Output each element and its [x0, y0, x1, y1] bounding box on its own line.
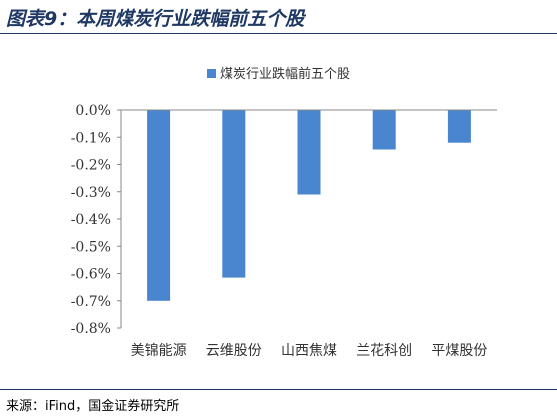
bar-3	[297, 110, 321, 195]
y-tick-label: 0.0%	[75, 103, 111, 119]
source-note: 来源：iFind，国金证券研究所	[6, 399, 180, 414]
y-tick-label: -0.5%	[71, 239, 111, 255]
y-tick-label: -0.3%	[71, 185, 111, 201]
bars	[147, 110, 471, 301]
bar-5	[447, 110, 471, 143]
legend-label: 煤炭行业跌幅前五个股	[220, 66, 350, 82]
bar-chart: 煤炭行业跌幅前五个股 0.0% -0.1% -0.2% -0.3% -0.4% -0.5%…	[71, 66, 497, 359]
bar-4	[372, 110, 396, 150]
y-tick-label: -0.8%	[71, 321, 111, 337]
x-tick-label: 云维股份	[206, 343, 262, 359]
x-tick-label: 平煤股份	[431, 343, 487, 359]
footer-divider	[0, 389, 557, 390]
y-tick-label: -0.6%	[71, 267, 111, 283]
y-tick-label: -0.4%	[71, 212, 111, 228]
legend-swatch	[207, 69, 216, 78]
y-tick-label: -0.7%	[71, 294, 111, 310]
bar-2	[222, 110, 246, 278]
x-tick-label: 山西焦煤	[281, 343, 337, 359]
y-tick-label: -0.2%	[71, 158, 111, 174]
chart-legend: 煤炭行业跌幅前五个股	[207, 66, 350, 82]
x-tick-label: 美锦能源	[131, 342, 187, 359]
title-divider	[0, 33, 557, 34]
bar-1	[147, 110, 171, 301]
y-tick-label: -0.1%	[71, 130, 111, 146]
x-tick-label: 兰花科创	[356, 343, 412, 359]
x-axis: 美锦能源 云维股份 山西焦煤 兰花科创 平煤股份	[121, 109, 497, 359]
figure-title: 图表9：本周煤炭行业跌幅前五个股	[6, 8, 305, 30]
y-axis: 0.0% -0.1% -0.2% -0.3% -0.4% -0.5% -0.6% -0.7% -…	[71, 103, 122, 337]
